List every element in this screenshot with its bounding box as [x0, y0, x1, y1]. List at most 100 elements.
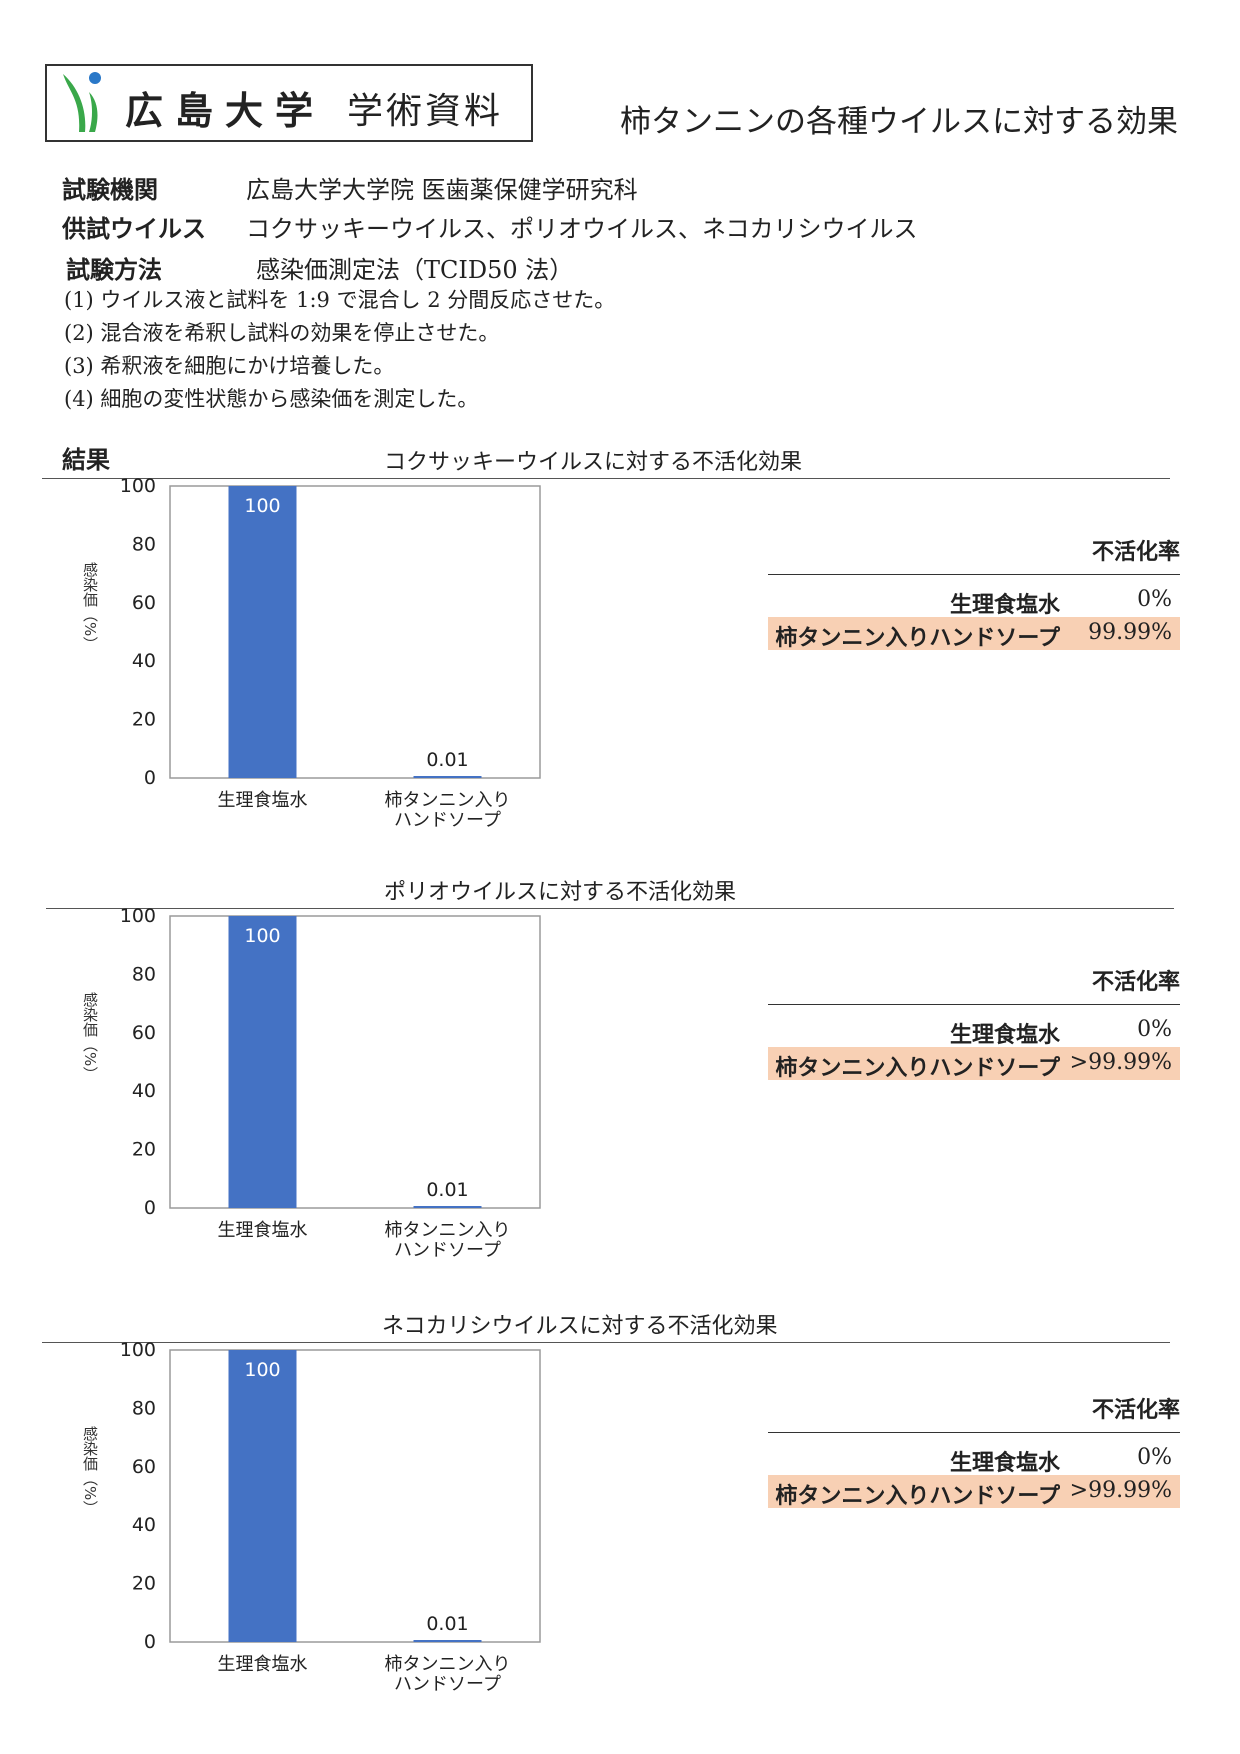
y-tick-label: 0: [144, 767, 156, 789]
rate-table-rule: [768, 1004, 1180, 1005]
bar-chart: 0 20 40 60 80 100 100 生理食塩水 0.01 柿タンニン入り ハンドソープ 感染価…: [81, 1338, 620, 1695]
data-label: 100: [244, 925, 280, 947]
method-step: (2) 混合液を希釈し試料の効果を停止させた。: [64, 321, 500, 345]
section-divider: [46, 908, 1174, 909]
rate-row-soap: 柿タンニン入りハンドソープ >99.99%: [768, 1047, 1180, 1081]
rate-row-saline: 生理食塩水 0%: [768, 584, 1180, 618]
method-step: (4) 細胞の変性状態から感染価を測定した。: [64, 387, 479, 411]
rate-value: 0%: [1137, 1017, 1172, 1042]
result-section-feline-calicivirus: ネコカリシウイルスに対する不活化効果 0 20 40 60 80 100 100 生理食塩水 0…: [0, 1308, 1240, 1728]
rate-table-title: 不活化率: [1091, 539, 1180, 565]
y-axis-label: 感染価（%）: [81, 562, 99, 652]
bar: [228, 916, 297, 1208]
y-tick-label: 0: [144, 1631, 156, 1653]
data-label: 0.01: [426, 749, 468, 771]
virus-value: コクサッキーウイルス、ポリオウイルス、ネコカリシウイルス: [246, 215, 918, 243]
y-axis-label: 感染価（%）: [81, 1426, 99, 1516]
plot-area: [169, 1349, 541, 1643]
y-tick-label: 40: [132, 1514, 156, 1536]
rate-name: 生理食塩水: [949, 1022, 1060, 1048]
x-category-label: 柿タンニン入り: [385, 1654, 511, 1675]
section-divider: [42, 478, 1170, 479]
rate-table-rule: [768, 574, 1180, 575]
result-section-coxsackie: コクサッキーウイルスに対する不活化効果 0 20 40 60 80 100 100 生理食塩水…: [0, 444, 1240, 864]
rate-table-title: 不活化率: [1091, 969, 1180, 995]
section-title: ネコカリシウイルスに対する不活化効果: [382, 1314, 778, 1339]
rate-table-rule: [768, 1432, 1180, 1433]
page-title: 柿タンニンの各種ウイルスに対する効果: [620, 104, 1178, 140]
section-title: コクサッキーウイルスに対する不活化効果: [384, 450, 803, 475]
y-tick-label: 20: [132, 1139, 156, 1161]
bar-chart: 0 20 40 60 80 100 100 生理食塩水 0.01 柿タンニン入り ハンドソープ 感染価…: [81, 904, 620, 1261]
y-tick-label: 100: [120, 1339, 156, 1361]
rate-value: >99.99%: [1069, 1050, 1172, 1075]
document-kind: 学術資料: [347, 91, 504, 132]
results-heading: 結果: [62, 446, 110, 474]
y-axis-label: 感染価（%）: [81, 992, 99, 1082]
bar-chart: 0 20 40 60 80 100 100 生理食塩水 0.01 柿タンニン入り ハンドソープ 感染価…: [81, 474, 620, 831]
method-step: (1) ウイルス液と試料を 1:9 で混合し 2 分間反応させた。: [64, 288, 616, 312]
rate-row-saline: 生理食塩水 0%: [768, 1014, 1180, 1048]
method-value: 感染価測定法（TCID50 法）: [256, 256, 574, 284]
y-tick-label: 80: [132, 1397, 156, 1419]
y-tick-label: 60: [132, 1022, 156, 1044]
method-label: 試験方法: [66, 256, 162, 284]
bar: [413, 1640, 482, 1642]
y-tick-label: 20: [132, 1573, 156, 1595]
rate-name: 柿タンニン入りハンドソープ: [775, 1055, 1060, 1081]
plot-area: [169, 485, 541, 779]
x-category-label: 生理食塩水: [218, 1654, 308, 1675]
data-label: 0.01: [426, 1179, 468, 1201]
y-tick-label: 80: [132, 533, 156, 555]
header-box: 広島大学 学術資料: [45, 64, 533, 142]
y-tick-label: 20: [132, 709, 156, 731]
y-tick-label: 0: [144, 1197, 156, 1219]
data-label: 100: [244, 1359, 280, 1381]
y-tick-label: 40: [132, 650, 156, 672]
rate-name: 生理食塩水: [949, 592, 1060, 618]
x-category-label: ハンドソープ: [394, 1240, 501, 1261]
rate-value: 0%: [1137, 1445, 1172, 1470]
institution-value: 広島大学大学院 医歯薬保健学研究科: [246, 176, 638, 204]
y-tick-label: 100: [120, 475, 156, 497]
y-tick-label: 60: [132, 592, 156, 614]
x-category-label: ハンドソープ: [394, 810, 501, 831]
x-category-label: 柿タンニン入り: [385, 790, 511, 811]
rate-value: 99.99%: [1088, 620, 1172, 645]
chart-svg: 0 20 40 60 80 100 100 生理食塩水 0.01 柿タンニン入りハンドソープ: [120, 475, 541, 831]
university-logo-icon: [63, 72, 101, 132]
y-tick-label: 80: [132, 963, 156, 985]
rate-value: 0%: [1137, 587, 1172, 612]
y-tick-label: 40: [132, 1080, 156, 1102]
x-category-label: 生理食塩水: [218, 1220, 308, 1241]
bar: [413, 1206, 482, 1208]
plot-area: [169, 915, 541, 1209]
method-step: (3) 希釈液を細胞にかけ培養した。: [64, 354, 395, 378]
bar: [228, 1350, 297, 1642]
section-title: ポリオウイルスに対する不活化効果: [384, 880, 737, 905]
institution-label: 試験機関: [62, 176, 158, 204]
result-section-polio: ポリオウイルスに対する不活化効果 0 20 40 60 80 100 100 生理食塩水 0.0…: [0, 874, 1240, 1294]
data-label: 0.01: [426, 1613, 468, 1635]
rate-row-soap: 柿タンニン入りハンドソープ >99.99%: [768, 1475, 1180, 1509]
x-category-label: ハンドソープ: [394, 1674, 501, 1695]
rate-name: 柿タンニン入りハンドソープ: [775, 625, 1060, 651]
x-category-label: 柿タンニン入り: [385, 1220, 511, 1241]
chart-svg: 0 20 40 60 80 100 100 生理食塩水 0.01 柿タンニン入りハンドソープ: [120, 905, 541, 1261]
virus-label: 供試ウイルス: [62, 215, 206, 243]
section-divider: [42, 1342, 1170, 1343]
chart-svg: 0 20 40 60 80 100 100 生理食塩水 0.01 柿タンニン入りハンドソープ: [120, 1339, 541, 1695]
bar: [413, 776, 482, 778]
x-category-label: 生理食塩水: [218, 790, 308, 811]
university-name: 広島大学: [125, 88, 326, 133]
rate-table-title: 不活化率: [1091, 1397, 1180, 1423]
bar: [228, 486, 297, 778]
rate-value: >99.99%: [1069, 1478, 1172, 1503]
rate-name: 柿タンニン入りハンドソープ: [775, 1483, 1060, 1509]
rate-row-saline: 生理食塩水 0%: [768, 1442, 1180, 1476]
rate-name: 生理食塩水: [949, 1450, 1060, 1476]
y-tick-label: 100: [120, 905, 156, 927]
y-tick-label: 60: [132, 1456, 156, 1478]
data-label: 100: [244, 495, 280, 517]
rate-row-soap: 柿タンニン入りハンドソープ 99.99%: [768, 617, 1180, 651]
